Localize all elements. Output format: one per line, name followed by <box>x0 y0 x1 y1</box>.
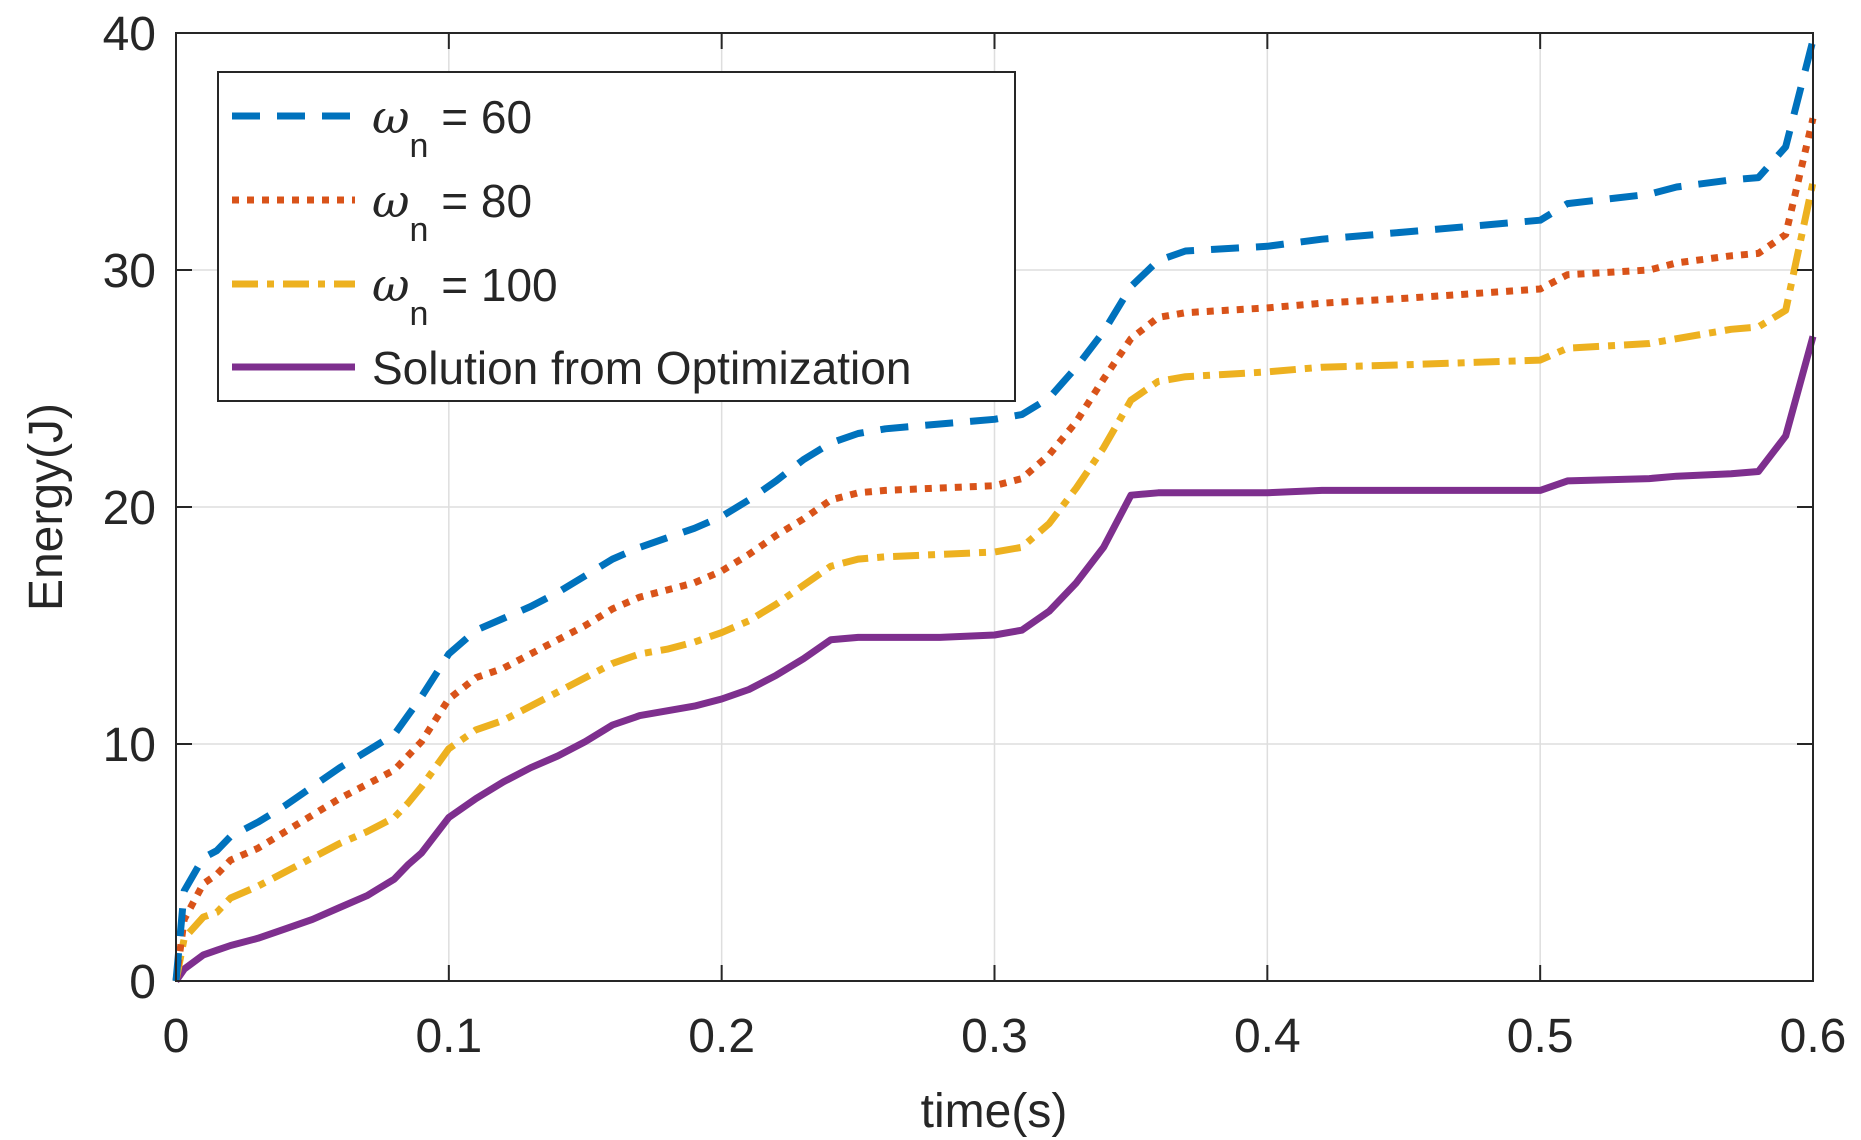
x-axis-label: time(s) <box>921 1085 1068 1138</box>
y-axis-label: Energy(J) <box>20 403 73 611</box>
series-layer <box>172 39 1817 983</box>
legend-label-1: ωn = 60 <box>372 90 532 165</box>
y-tick-label: 30 <box>103 245 156 298</box>
series-line-1 <box>172 39 1817 982</box>
y-tick-label: 10 <box>103 719 156 772</box>
x-tick-label: 0 <box>163 1010 190 1063</box>
legend-label-4: Solution from Optimization <box>372 342 911 394</box>
series-line-3 <box>172 181 1817 982</box>
tick-marks <box>175 32 1814 982</box>
x-tick-label: 0.6 <box>1780 1010 1847 1063</box>
x-tick-label: 0.2 <box>688 1010 755 1063</box>
y-tick-label: 20 <box>103 482 156 535</box>
x-tick-label: 0.5 <box>1507 1010 1574 1063</box>
series-line-2 <box>172 117 1817 982</box>
x-tick-label: 0.4 <box>1234 1010 1301 1063</box>
x-tick-label: 0.1 <box>415 1010 482 1063</box>
legend-label-2: ωn = 80 <box>372 174 532 249</box>
legend-label-3: ωn = 100 <box>372 258 558 333</box>
tick-labels: 0 0.1 0.2 0.3 0.4 0.5 0.6 0 10 20 30 40 <box>103 8 1847 1063</box>
y-tick-label: 40 <box>103 8 156 61</box>
x-tick-label: 0.3 <box>961 1010 1028 1063</box>
series-line-4 <box>173 335 1817 983</box>
y-tick-label: 0 <box>129 956 156 1009</box>
legend-box <box>217 71 1016 402</box>
legend: ωn = 60 ωn = 80 ωn = 100 Solution from Opti… <box>217 71 1016 402</box>
